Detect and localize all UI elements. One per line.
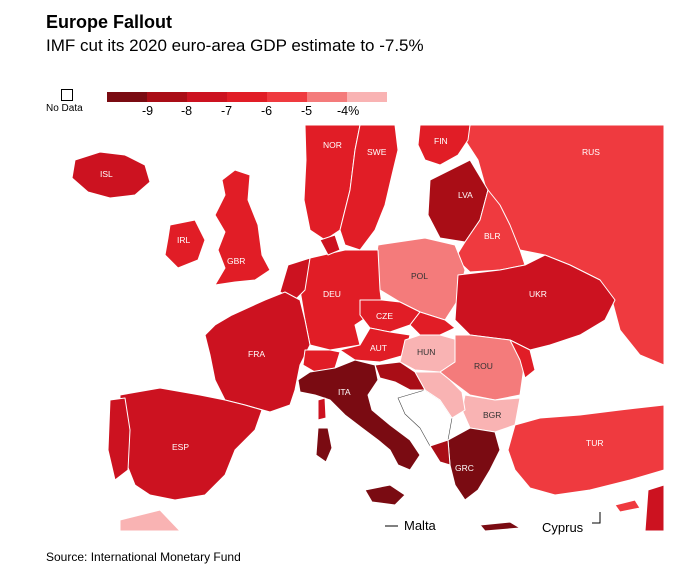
country-GBR [214,169,271,286]
legend-tick: -9 [142,104,154,118]
chart-subtitle: IMF cut its 2020 euro-area GDP estimate … [46,36,424,55]
country-label: SWE [367,147,387,157]
middle-east [644,484,664,531]
island-sicily [364,484,406,506]
africa-north [119,509,181,531]
country-label: POL [411,271,428,281]
country-IRL [164,219,206,269]
country-label: GBR [227,256,245,266]
country-FIN [417,125,471,166]
country-TUR [507,404,664,496]
no-data-label: No Data [46,103,83,114]
legend-swatch [187,92,227,102]
country-FRA [204,291,311,413]
cyprus-label: Cyprus [542,520,584,535]
country-PRT [107,397,131,481]
cyprus-callout-line [592,512,601,524]
country-label: AUT [370,343,387,353]
legend-swatch [147,92,187,102]
legend-tick: -4% [337,104,360,118]
legend-swatch [307,92,347,102]
legend-swatch [267,92,307,102]
country-ITA [297,359,421,471]
legend-color-scale [107,92,387,102]
country-ESP [119,387,263,501]
legend-tick: -5 [301,104,313,118]
chart-title: Europe Fallout [46,12,172,32]
country-DNK [319,234,341,256]
legend-swatch [347,92,387,102]
legend-swatch [227,92,267,102]
legend-tick: -7 [221,104,233,118]
country-NLD [279,257,311,301]
country-HRV [374,361,426,391]
malta-label: Malta [404,518,436,533]
country-label: NOR [323,140,342,150]
country-label: UKR [529,289,547,299]
island-crete [479,521,521,531]
country-label: TUR [586,438,603,448]
country-label: RUS [582,147,600,157]
country-label: LVA [458,190,473,200]
country-labels: ISL NOR SWE FIN RUS IRL GBR LVA BLR POL … [100,136,603,473]
country-GRC [447,427,501,501]
country-label: ROU [474,361,493,371]
country-label: IRL [177,235,191,245]
country-label: BLR [484,231,501,241]
island-corsica [317,397,327,421]
country-SWE [339,125,399,251]
country-label: BGR [483,410,501,420]
island-sardinia [315,427,333,463]
country-label: ITA [338,387,351,397]
country-DEU [299,249,383,351]
country-label: FIN [434,136,448,146]
source-note: Source: International Monetary Fund [46,550,241,564]
country-BGR [461,394,521,433]
country-MKD-ALB [429,439,451,466]
country-label: ISL [100,169,113,179]
country-label: GRC [455,463,474,473]
country-label: FRA [248,349,265,359]
island-cyprus [614,499,641,513]
country-SRB [414,371,466,419]
legend-tick: -6 [261,104,273,118]
legend-tick: -8 [181,104,193,118]
country-ISL [71,151,151,199]
country-label: ESP [172,442,189,452]
country-AUT [339,327,411,363]
country-label: HUN [417,347,435,357]
legend-swatch [107,92,147,102]
country-label: CZE [376,311,393,321]
country-MDA [509,339,536,379]
country-BLR [454,189,526,273]
country-label: DEU [323,289,341,299]
no-data-swatch [61,89,73,101]
